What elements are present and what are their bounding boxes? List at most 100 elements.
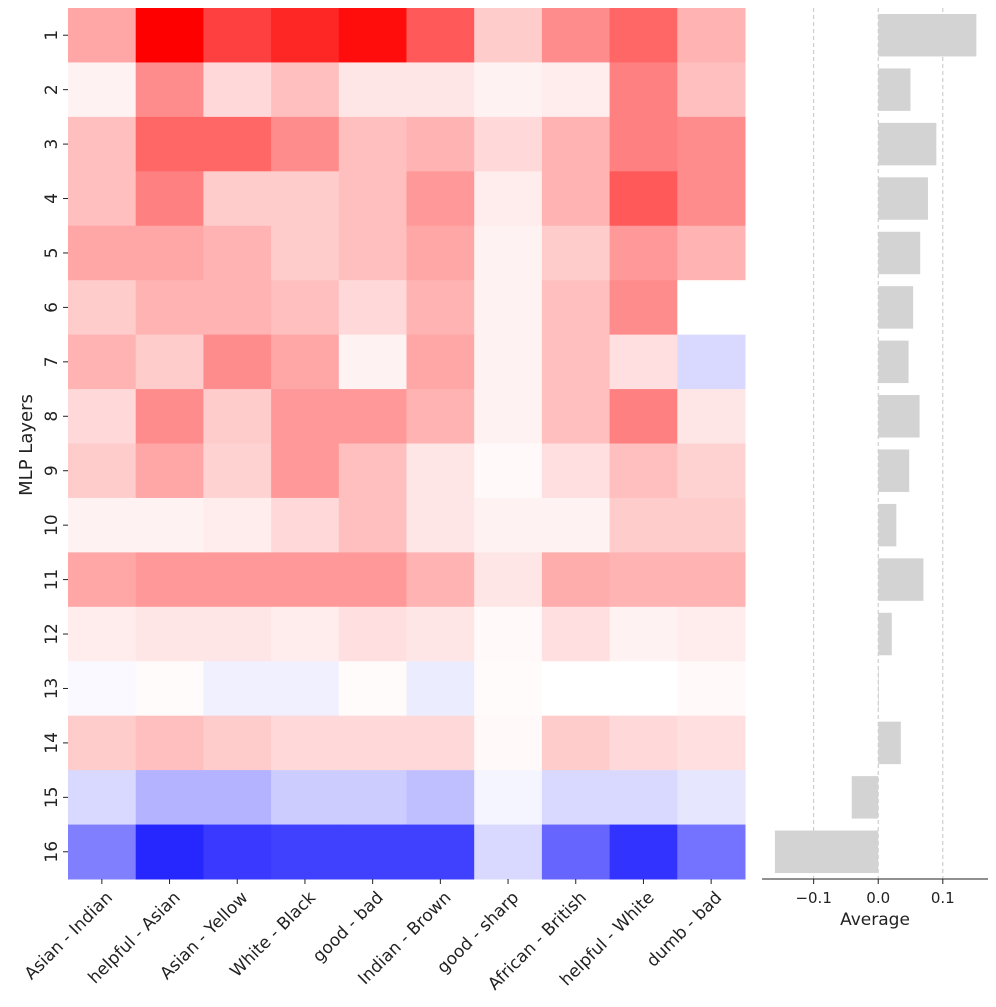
heatmap-cell-r15-c2: [135, 770, 204, 826]
heatmap-cell-r9-c10: [677, 443, 746, 499]
heatmap-cell-r4-c7: [474, 171, 543, 227]
heatmap-cell-r10-c8: [541, 497, 611, 553]
heatmap-cell-r14-c10: [677, 715, 746, 771]
heatmap-cell-r5-c5: [338, 225, 407, 281]
heatmap-row-label: 1: [42, 30, 62, 41]
heatmap-cell-r6-c6: [406, 280, 475, 336]
bar-layer-12: [878, 612, 892, 656]
heatmap-cell-r14-c2: [135, 715, 204, 771]
heatmap-cell-r4-c8: [541, 171, 611, 227]
heatmap-row-label: 12: [42, 623, 62, 645]
heatmap-cell-r6-c2: [135, 280, 204, 336]
heatmap-row-label: 15: [42, 787, 62, 809]
heatmap-cell-r4-c6: [406, 171, 475, 227]
heatmap-row-label: 7: [42, 356, 62, 367]
heatmap-cell-r11-c2: [135, 552, 204, 608]
heatmap-cell-r8-c4: [271, 389, 340, 444]
heatmap-cell-r7-c5: [338, 334, 407, 390]
heatmap-cell-r12-c2: [135, 606, 204, 662]
heatmap-row-label: 10: [42, 514, 62, 536]
heatmap-cell-r16-c6: [406, 824, 475, 880]
heatmap-cell-r10-c4: [271, 497, 340, 553]
bar-layer-16: [774, 830, 879, 874]
heatmap-cell-r6-c8: [541, 280, 611, 336]
heatmap-cell-r1-c4: [271, 8, 340, 63]
heatmap-cell-r15-c4: [271, 770, 340, 826]
heatmap-row-label: 6: [42, 302, 62, 313]
heatmap-cell-r8-c7: [474, 389, 543, 444]
heatmap-y-axis-label: MLP Layers: [16, 394, 37, 496]
heatmap-cell-r12-c7: [474, 606, 543, 662]
heatmap-cell-r1-c2: [135, 8, 204, 63]
heatmap-cell-r2-c8: [541, 62, 611, 118]
heatmap-cell-r8-c6: [406, 389, 475, 444]
heatmap-row-label: 9: [42, 465, 62, 476]
bar-layer-8: [878, 395, 920, 438]
heatmap-cell-r16-c9: [609, 824, 678, 880]
heatmap-row-label: 16: [42, 841, 62, 863]
bar-layer-9: [878, 449, 910, 492]
heatmap-cell-r15-c7: [474, 770, 543, 826]
heatmap-cell-r6-c4: [271, 280, 340, 336]
heatmap: [68, 8, 746, 880]
heatmap-cell-r12-c1: [68, 606, 137, 662]
heatmap-cell-r6-c1: [68, 280, 137, 336]
heatmap-cell-r14-c4: [271, 715, 340, 771]
heatmap-cell-r4-c1: [68, 171, 137, 227]
bar-chart-x-tick-label: 0.0: [866, 889, 890, 907]
heatmap-cell-r7-c4: [271, 334, 340, 390]
heatmap-cell-r11-c7: [474, 552, 543, 608]
heatmap-cell-r3-c2: [135, 116, 204, 172]
heatmap-row-label: 4: [42, 193, 62, 204]
heatmap-cell-r3-c5: [338, 116, 407, 172]
heatmap-cell-r16-c8: [541, 824, 611, 880]
heatmap-row-label: 2: [42, 84, 62, 95]
heatmap-cell-r3-c1: [68, 116, 137, 172]
heatmap-cell-r6-c7: [474, 280, 543, 336]
heatmap-cell-r5-c6: [406, 225, 475, 281]
bar-layer-14: [878, 721, 901, 765]
heatmap-cell-r16-c10: [677, 824, 746, 880]
heatmap-cell-r3-c10: [677, 116, 746, 172]
heatmap-cell-r11-c10: [677, 552, 746, 608]
bar-chart-x-axis-label: Average: [840, 910, 910, 930]
heatmap-row-label: 11: [42, 569, 62, 591]
heatmap-cell-r7-c1: [68, 334, 137, 390]
heatmap-cell-r11-c1: [68, 552, 137, 608]
heatmap-cell-r7-c7: [474, 334, 543, 390]
heatmap-row-label: 5: [42, 248, 62, 259]
heatmap-cell-r7-c2: [135, 334, 204, 390]
heatmap-cell-r13-c3: [203, 661, 272, 717]
heatmap-cell-r3-c8: [541, 116, 611, 172]
heatmap-row-label: 13: [42, 678, 62, 700]
heatmap-cell-r2-c7: [474, 62, 543, 118]
heatmap-cell-r3-c9: [609, 116, 678, 172]
bar-chart-x-tick-label: −0.1: [795, 889, 831, 907]
heatmap-cell-r10-c7: [474, 497, 543, 553]
heatmap-cell-r9-c3: [203, 443, 272, 499]
heatmap-cell-r1-c3: [203, 8, 272, 63]
heatmap-cell-r1-c6: [406, 8, 475, 63]
heatmap-cell-r5-c2: [135, 225, 204, 281]
heatmap-cell-r5-c8: [541, 225, 611, 281]
bar-layer-1: [878, 13, 977, 57]
heatmap-cell-r13-c10: [677, 661, 746, 717]
heatmap-cell-r12-c6: [406, 606, 475, 662]
heatmap-cell-r10-c6: [406, 497, 475, 553]
heatmap-cell-r13-c8: [541, 661, 611, 717]
heatmap-cell-r10-c2: [135, 497, 204, 553]
heatmap-cell-r13-c9: [609, 661, 678, 717]
heatmap-cell-r10-c1: [68, 497, 137, 553]
heatmap-cell-r9-c2: [135, 443, 204, 499]
heatmap-cell-r13-c1: [68, 661, 137, 717]
heatmap-cell-r6-c10: [677, 280, 746, 336]
heatmap-cell-r4-c5: [338, 171, 407, 227]
heatmap-cell-r16-c1: [68, 824, 137, 880]
heatmap-cell-r12-c10: [677, 606, 746, 662]
bar-chart-gridlines: [813, 8, 944, 879]
heatmap-cell-r6-c5: [338, 280, 407, 336]
heatmap-row-label: 8: [42, 411, 62, 422]
